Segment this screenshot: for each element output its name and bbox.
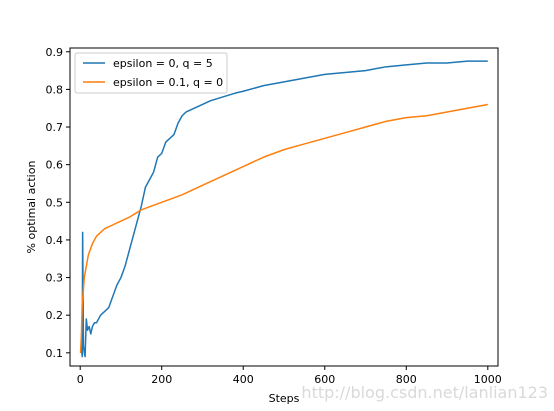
y-tick-label: 0.3 [46,272,64,285]
y-axis-label: % optimal action [25,161,38,254]
x-tick-label: 1000 [474,373,502,386]
y-tick-label: 0.6 [46,159,64,172]
series-line-2 [79,103,488,353]
x-axis-label: Steps [269,392,300,405]
legend-label-series-2: epsilon = 0.1, q = 0 [113,76,223,89]
watermark-text: http://blog.csdn.net/lanlian123 [301,383,548,402]
x-tick-label: 600 [314,373,335,386]
legend-label-series-1: epsilon = 0, q = 5 [113,57,213,70]
y-tick-label: 0.2 [46,309,64,322]
series-line-1 [79,60,488,358]
y-tick-label: 0.4 [46,234,64,247]
legend: epsilon = 0, q = 5 epsilon = 0.1, q = 0 [74,52,228,94]
legend-box [74,52,228,94]
y-tick-label: 0.7 [46,121,64,134]
y-tick-label: 0.8 [46,83,64,96]
x-tick-label: 0 [77,373,84,386]
y-tick-label: 0.1 [46,347,64,360]
x-tick-label: 800 [396,373,417,386]
plot-area [70,48,498,366]
y-tick-label: 0.5 [46,196,64,209]
plot-frame [69,47,499,367]
ticks-layer: 0 200 400 600 800 1000 0.1 0.2 0.3 0.4 0.5 0.6 0.7 0.… [46,46,502,386]
series-layer [79,60,488,358]
x-tick-label: 400 [233,373,254,386]
x-tick-label: 200 [151,373,172,386]
y-tick-label: 0.9 [46,46,64,59]
